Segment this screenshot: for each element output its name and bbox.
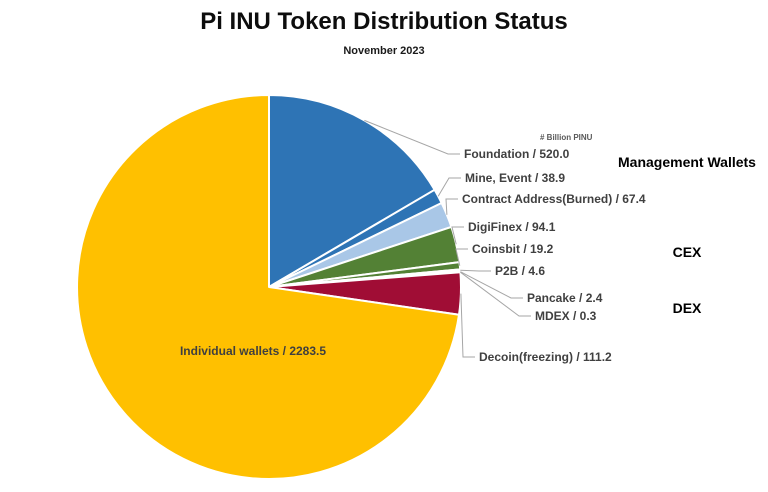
slice-label-pancake: Pancake / 2.4 <box>527 291 603 305</box>
chart-title: Pi INU Token Distribution Status <box>200 8 568 35</box>
group-label-management-wallets: Management Wallets <box>618 154 756 170</box>
slice-label-decoin-freezing: Decoin(freezing) / 111.2 <box>479 350 612 364</box>
slice-label-mdex: MDEX / 0.3 <box>535 309 597 323</box>
pie-slice-individual-wallets <box>76 94 460 480</box>
chart-subtitle: November 2023 <box>343 45 425 57</box>
leader-line-digifinex <box>451 226 464 245</box>
pie-slice-foundation <box>268 94 436 288</box>
leader-line-mdex <box>460 271 531 317</box>
group-label-dex: DEX <box>672 300 702 316</box>
group-label-cex: CEX <box>672 244 702 260</box>
slice-label-mine-event: Mine, Event / 38.9 <box>465 171 566 185</box>
slice-label-individual-wallets: Individual wallets / 2283.5 <box>179 344 327 358</box>
slice-label-coinsbit: Coinsbit / 19.2 <box>472 242 554 256</box>
leader-line-contract-address-burned <box>445 198 458 215</box>
leader-line-decoin-freezing <box>460 293 475 358</box>
leader-line-foundation <box>364 119 460 155</box>
leader-line-coinsbit <box>455 248 468 266</box>
leader-line-pancake <box>460 271 523 299</box>
slice-label-digifinex: DigiFinex / 94.1 <box>468 220 556 234</box>
slice-label-contract-address-burned: Contract Address(Burned) / 67.4 <box>462 192 646 206</box>
slice-label-p2b: P2B / 4.6 <box>495 264 546 278</box>
slice-label-foundation: Foundation / 520.0 <box>464 147 570 161</box>
leader-line-mine-event <box>437 177 461 197</box>
leader-line-p2b <box>460 269 491 272</box>
units-note: # Billion PINU <box>540 133 593 142</box>
